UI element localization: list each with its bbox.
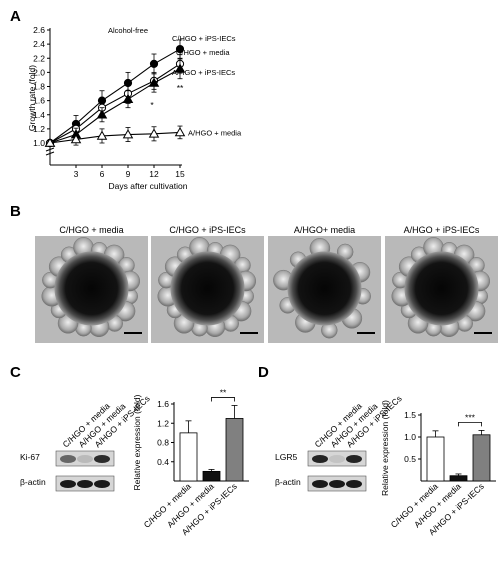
y-tick-label: 1.2: [33, 124, 45, 134]
data-point: [122, 93, 134, 104]
series-label: A/HGO + iPS-IECs: [172, 68, 235, 77]
y-axis-label: Relative expression (fold): [380, 400, 390, 496]
significance-bracket: [458, 421, 482, 427]
blot-row-label: β-actin: [20, 477, 46, 487]
panel-a-xlabel: Days after cultivation: [109, 181, 188, 191]
series-line: [49, 48, 181, 144]
series-label: A/HGO + media: [188, 128, 242, 137]
series-line: [49, 63, 181, 144]
panel-b-letter: B: [10, 203, 21, 220]
blot-band: [77, 480, 93, 488]
y-tick-label: 1.0: [404, 432, 416, 442]
blot-band: [60, 455, 76, 463]
organoid-label: A/HGO+ media: [294, 225, 355, 235]
panel-a-letter: A: [10, 8, 21, 25]
y-tick-label: 1.8: [33, 82, 45, 92]
data-point: [148, 128, 160, 138]
blot-band: [94, 480, 110, 488]
y-axis-label: Relative expression (fold): [132, 394, 142, 490]
y-tick-label: 2.2: [33, 53, 45, 63]
blot-row-label: Ki-67: [20, 452, 40, 462]
y-tick-label: 1.4: [33, 110, 45, 120]
data-point: [148, 77, 160, 87]
organoid-label: A/HGO + iPS-IECs: [404, 225, 480, 235]
axis-break-mark: [45, 151, 55, 156]
organoid-image-row: C/HGO + media C/HGO + iPS-IECs A/HGO+ medi…: [35, 225, 498, 343]
x-tick-label: 6: [100, 169, 105, 179]
y-tick-label: 0.5: [404, 454, 416, 464]
blot-band: [346, 455, 362, 463]
blot-band: [94, 455, 110, 463]
organoid-body: [170, 251, 245, 326]
data-point: [174, 63, 186, 73]
data-point: [122, 129, 134, 139]
significance-mark: ***: [465, 412, 476, 422]
organoid-label: C/HGO + iPS-IECs: [169, 225, 246, 235]
data-point: [44, 137, 56, 147]
series-label: C/HGO + media: [176, 48, 230, 57]
blot-row-label: LGR5: [275, 452, 297, 462]
panel-a-ylabel: Growth rate (fold): [27, 65, 37, 131]
organoid-body: [54, 251, 129, 326]
growth-line-chart: 1.0 1.2 1.4 1.6 1.8 2.0 2.2 2.4 2.6 3 6 9 12 15 C/HGO …: [33, 25, 242, 179]
blot-band: [312, 480, 328, 488]
blot-band: [60, 480, 76, 488]
y-tick-label: 1.6: [157, 399, 169, 409]
y-tick-label: 0.4: [157, 457, 169, 467]
blot-band: [77, 455, 93, 463]
y-tick-label: 2.0: [33, 67, 45, 77]
significance-mark: **: [177, 83, 184, 93]
x-tick-label: 3: [74, 169, 79, 179]
y-tick-label: 1.2: [157, 418, 169, 428]
bar: [179, 432, 198, 482]
x-tick-label: 12: [149, 169, 159, 179]
data-point: [96, 109, 108, 119]
organoid-label: C/HGO + media: [59, 225, 123, 235]
blot-band: [329, 480, 345, 488]
y-tick-label: 1.6: [33, 96, 45, 106]
series-line: [49, 131, 181, 144]
organoid-body: [287, 251, 362, 326]
blot-band: [346, 480, 362, 488]
bar: [449, 475, 468, 482]
blot-band: [312, 455, 328, 463]
y-tick-label: 2.4: [33, 39, 45, 49]
panel-a-condition: Alcohol-free: [108, 26, 148, 35]
y-tick-label: 2.6: [33, 25, 45, 35]
panel-c-letter: C: [10, 364, 21, 381]
y-tick-label: 1.0: [33, 138, 45, 148]
blot-band: [329, 455, 345, 463]
significance-mark: *: [150, 100, 154, 110]
y-tick-label: 1.5: [404, 410, 416, 420]
series-line: [49, 68, 181, 144]
bar: [202, 470, 221, 482]
data-point: [70, 134, 82, 144]
x-tick-label: 9: [126, 169, 131, 179]
organoid-body: [404, 251, 479, 326]
axis-break-mark: [45, 147, 55, 152]
significance-mark: **: [220, 387, 227, 397]
data-point: [149, 59, 159, 69]
y-tick-label: 0.8: [157, 438, 169, 448]
blot-row-label: β-actin: [275, 477, 301, 487]
bar: [225, 418, 244, 482]
bar: [426, 436, 445, 482]
series-label: C/HGO + iPS-IECs: [172, 34, 236, 43]
data-point: [174, 126, 186, 137]
x-tick-label: 15: [175, 169, 185, 179]
data-point: [96, 130, 108, 140]
data-point: [175, 44, 185, 54]
bar: [472, 434, 491, 482]
panel-d-letter: D: [258, 364, 269, 381]
significance-bracket: [211, 397, 235, 402]
